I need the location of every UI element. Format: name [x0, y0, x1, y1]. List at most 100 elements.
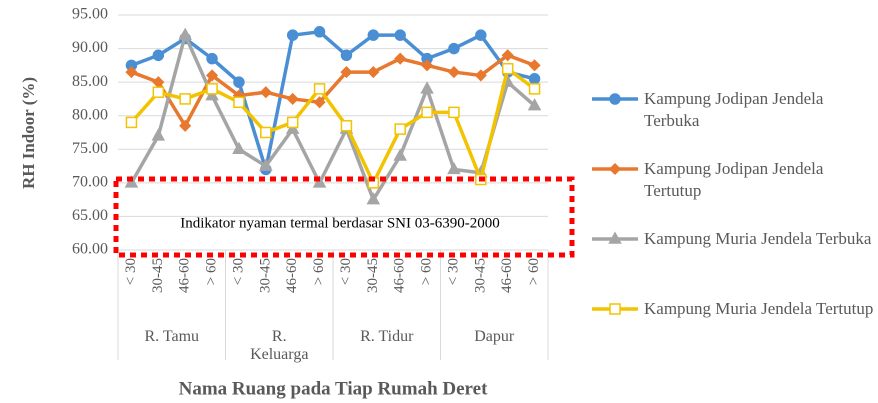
y-tick-label: 90.00 — [72, 39, 108, 56]
marker — [313, 83, 326, 95]
marker — [394, 29, 406, 41]
marker — [151, 128, 166, 141]
legend-key — [592, 231, 638, 244]
legend-label: Kampung Muria Jendela Tertutup — [644, 299, 874, 318]
marker — [393, 148, 407, 161]
marker — [178, 27, 192, 40]
x-tick-label: < 30 — [338, 258, 354, 285]
annotation: Indikator nyaman termal berdasar SNI 03-… — [180, 215, 500, 231]
series-line — [130, 65, 536, 187]
marker — [125, 116, 138, 129]
marker — [260, 126, 272, 139]
marker — [528, 83, 541, 95]
x-tick-label: > 60 — [526, 258, 542, 285]
marker — [232, 141, 246, 155]
marker — [420, 81, 434, 94]
marker — [448, 106, 460, 119]
marker — [179, 119, 192, 132]
marker — [447, 66, 460, 79]
group-label: R. Keluarga — [250, 328, 309, 363]
y-tick-label: 95.00 — [72, 6, 108, 23]
legend-label: Kampung Jodipan Jendela Terbuka — [644, 89, 824, 130]
marker — [312, 175, 327, 188]
y-tick-label: 65.00 — [72, 207, 108, 224]
legend-item: Kampung Muria Jendela Terbuka — [590, 228, 878, 250]
marker — [206, 69, 219, 82]
group-label: Dapur — [474, 328, 515, 345]
x-tick-label: > 60 — [204, 258, 220, 285]
marker — [286, 29, 299, 41]
x-tick-label: < 30 — [445, 258, 461, 285]
x-tick-label: 46-60 — [177, 258, 193, 293]
x-tick-label: > 60 — [311, 258, 327, 285]
marker — [206, 83, 218, 95]
marker — [501, 62, 514, 75]
series-line — [130, 29, 535, 170]
marker — [367, 29, 380, 41]
marker — [448, 42, 460, 55]
marker — [286, 92, 299, 105]
marker — [366, 192, 381, 205]
marker — [528, 59, 541, 72]
marker — [608, 162, 622, 176]
marker — [608, 231, 622, 244]
series-line — [129, 29, 536, 204]
legend-key — [592, 303, 638, 315]
marker — [394, 123, 406, 135]
marker — [179, 93, 191, 105]
marker — [206, 52, 218, 65]
x-tick-label: > 60 — [419, 258, 435, 285]
marker — [340, 120, 353, 132]
marker — [421, 106, 433, 119]
marker — [124, 175, 139, 188]
x-tick-label: 30-45 — [365, 258, 381, 293]
comfort-box — [113, 176, 575, 258]
legend-label: Kampung Muria Jendela Terbuka — [644, 229, 872, 248]
marker — [340, 49, 353, 62]
x-tick-label: 46-60 — [284, 258, 300, 293]
legend-item: Kampung Muria Jendela Tertutup — [590, 298, 878, 320]
legend-item: Kampung Jodipan Jendela Terbuka — [590, 88, 878, 132]
marker — [340, 66, 353, 79]
x-tick-label: 30-45 — [257, 258, 273, 293]
marker — [152, 86, 165, 98]
marker — [475, 29, 487, 41]
y-tick-label: 75.00 — [72, 140, 108, 157]
marker — [474, 69, 487, 82]
marker — [125, 66, 138, 79]
y-tick-label: 70.00 — [72, 174, 108, 191]
marker — [152, 49, 165, 62]
marker — [501, 49, 514, 62]
marker — [447, 161, 461, 175]
series-line — [130, 53, 536, 130]
legend-key — [592, 93, 638, 105]
marker — [233, 76, 245, 88]
x-tick-label: 30-45 — [472, 258, 488, 293]
marker — [233, 96, 245, 109]
group-label: R. Tamu — [144, 328, 200, 345]
legend-item: Kampung Jodipan Jendela Tertutup — [590, 158, 878, 202]
marker — [286, 116, 299, 129]
marker — [609, 303, 621, 315]
x-tick-label: < 30 — [123, 258, 139, 285]
x-tick-label: 46-60 — [499, 258, 515, 293]
legend-key — [592, 162, 638, 176]
y-tick-label: 85.00 — [72, 73, 108, 90]
x-tick-label: 46-60 — [392, 258, 408, 293]
marker — [528, 73, 541, 85]
legend-label: Kampung Jodipan Jendela Tertutup — [644, 159, 824, 200]
x-tick-label: < 30 — [230, 258, 246, 285]
y-tick-label: 80.00 — [72, 106, 108, 123]
x-axis-title: Nama Ruang pada Tiap Rumah Deret — [179, 378, 488, 399]
marker — [313, 96, 326, 109]
x-tick-label: 30-45 — [150, 258, 166, 293]
y-axis-title: RH Indoor (%) — [19, 77, 38, 189]
marker — [259, 86, 272, 99]
marker — [527, 98, 542, 111]
marker — [421, 59, 434, 72]
y-tick-label: 60.00 — [72, 241, 108, 258]
marker — [259, 158, 273, 171]
marker — [313, 26, 326, 38]
